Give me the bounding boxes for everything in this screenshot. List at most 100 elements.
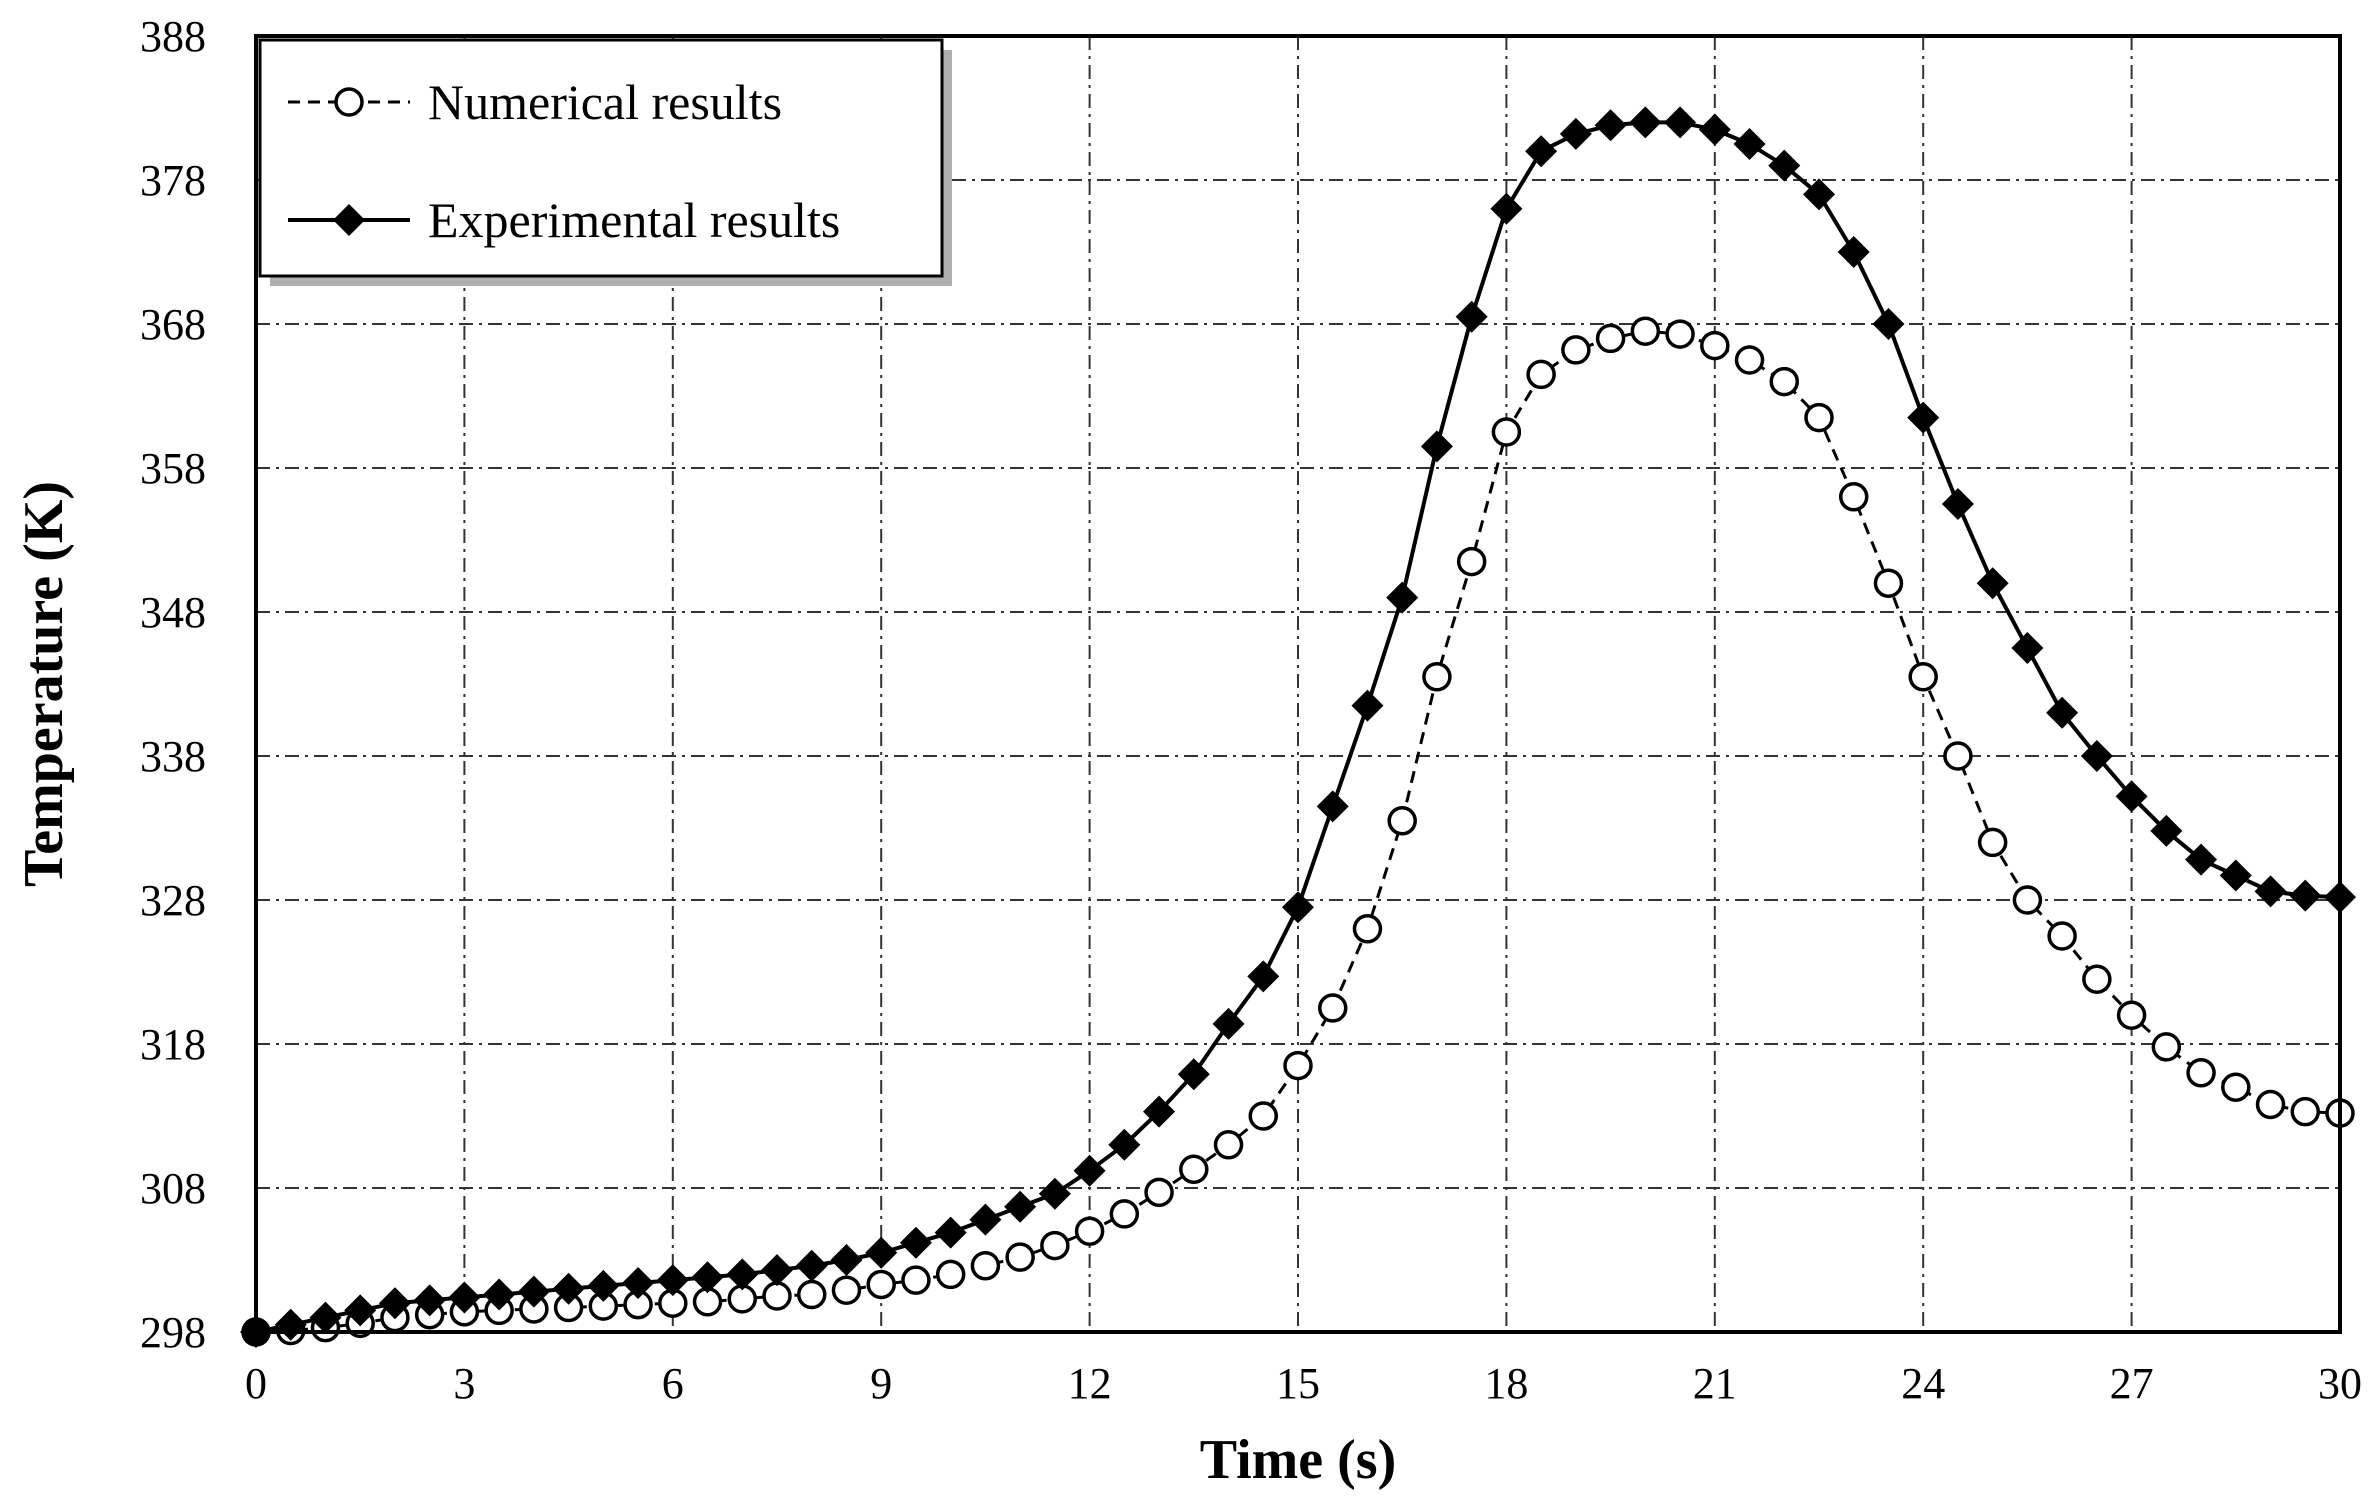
x-tick-label: 24 [1901,1359,1945,1408]
data-point-circle [2186,1058,2216,1088]
data-point-circle [831,1275,862,1305]
data-point-circle [1040,1230,1070,1261]
series-experimental-results [240,106,2356,1348]
data-point-circle [2290,1096,2321,1127]
y-tick-label: 378 [140,156,206,205]
data-point-diamond [691,1261,724,1294]
data-point-circle [1630,316,1661,346]
data-point-diamond [1316,790,1349,823]
data-point-diamond [830,1244,863,1276]
data-point-diamond [1073,1154,1106,1187]
legend-item: Numerical results [288,74,782,130]
data-point-diamond [2185,843,2218,876]
data-point-diamond [2046,696,2079,729]
data-point-circle [1838,482,1869,512]
data-point-circle [1456,546,1487,577]
x-tick-label: 3 [453,1359,475,1408]
data-point-circle [1873,568,1904,598]
data-point-diamond [1907,401,1940,434]
x-tick-label: 18 [1484,1359,1528,1408]
y-tick-label: 348 [140,588,206,637]
data-point-diamond [2150,814,2183,847]
data-point-circle [2116,1000,2147,1030]
data-point-circle [1491,417,1522,447]
data-point-diamond [1698,113,1731,146]
data-point-diamond [483,1278,516,1311]
y-tick-label: 318 [140,1020,206,1069]
data-point-diamond [795,1249,828,1282]
data-point-diamond [344,1294,377,1327]
data-point-circle [2047,921,2077,951]
data-point-diamond [378,1287,411,1320]
legend-item: Experimental results [288,192,840,248]
data-point-circle [935,1259,966,1290]
data-point-circle [1005,1242,1035,1272]
data-point-diamond [761,1254,793,1287]
y-tick-label: 368 [140,300,206,349]
data-point-diamond [1247,960,1280,993]
x-tick-label: 27 [2110,1359,2154,1408]
data-point-diamond [2289,879,2322,912]
data-point-diamond [1420,430,1453,463]
data-point-circle [1769,366,1800,397]
data-point-circle [2082,964,2112,994]
data-point-circle [2255,1089,2286,1120]
y-tick-label: 358 [140,444,206,493]
data-point-diamond [1177,1058,1210,1091]
data-point-circle [1109,1199,1140,1229]
data-point-diamond [1038,1177,1071,1210]
y-tick-label: 298 [140,1308,206,1357]
legend-items: Numerical results Experimental results [288,74,840,248]
data-point-circle [1943,741,1973,771]
data-point-circle [1561,335,1591,365]
data-point-diamond [1976,567,2009,600]
data-point-diamond [934,1216,967,1249]
data-point-diamond [587,1269,620,1302]
data-point-circle [1526,359,1556,390]
data-point-diamond [517,1275,550,1308]
data-point-diamond [1004,1190,1037,1223]
data-point-diamond [1212,1007,1245,1040]
data-point-diamond [2254,875,2287,908]
data-point-circle [1700,330,1730,361]
series-layer [240,106,2356,1348]
data-point-diamond [1386,581,1419,614]
data-point-circle [1248,1101,1279,1131]
tick-labels: 0 3 6 9 12 15 18 21 24 27 30 298 308 318 328 338 348 358 3… [140,12,2362,1408]
data-point-circle [762,1281,792,1311]
y-tick-label: 338 [140,732,206,781]
data-point-circle [1352,914,1383,944]
plot-area-frame [254,34,2342,1334]
x-tick-label: 9 [870,1359,892,1408]
data-point-diamond [2080,740,2113,772]
data-point-diamond [1108,1128,1141,1161]
data-point-circle [1213,1130,1244,1160]
data-point-circle [1977,827,2008,858]
data-point-circle [1908,662,1938,692]
data-point-diamond [1143,1095,1176,1128]
data-point-diamond [1282,891,1314,924]
data-point-circle [1422,662,1452,692]
data-point-circle [1179,1154,1209,1185]
data-point-circle [970,1251,1001,1281]
data-point-diamond [1733,128,1766,160]
y-tick-label: 328 [140,876,206,925]
data-point-diamond [1594,109,1627,142]
data-point-circle [1283,1050,1313,1081]
y-tick-label: 388 [140,12,206,61]
x-tick-label: 15 [1276,1359,1320,1408]
data-point-diamond [1351,689,1384,722]
data-point-circle [1144,1177,1174,1208]
data-point-diamond [656,1264,689,1297]
y-tick-label: 308 [140,1164,206,1213]
data-point-circle [1317,993,1348,1023]
legend: Numerical results Experimental results [258,38,952,286]
x-tick-label: 0 [245,1359,267,1408]
data-point-diamond [726,1258,759,1291]
data-point-diamond [413,1284,446,1317]
data-point-diamond [1837,236,1870,268]
y-axis-title: Temperature (K) [13,481,75,887]
data-point-diamond [2219,859,2252,892]
data-point-diamond [1872,308,1905,340]
